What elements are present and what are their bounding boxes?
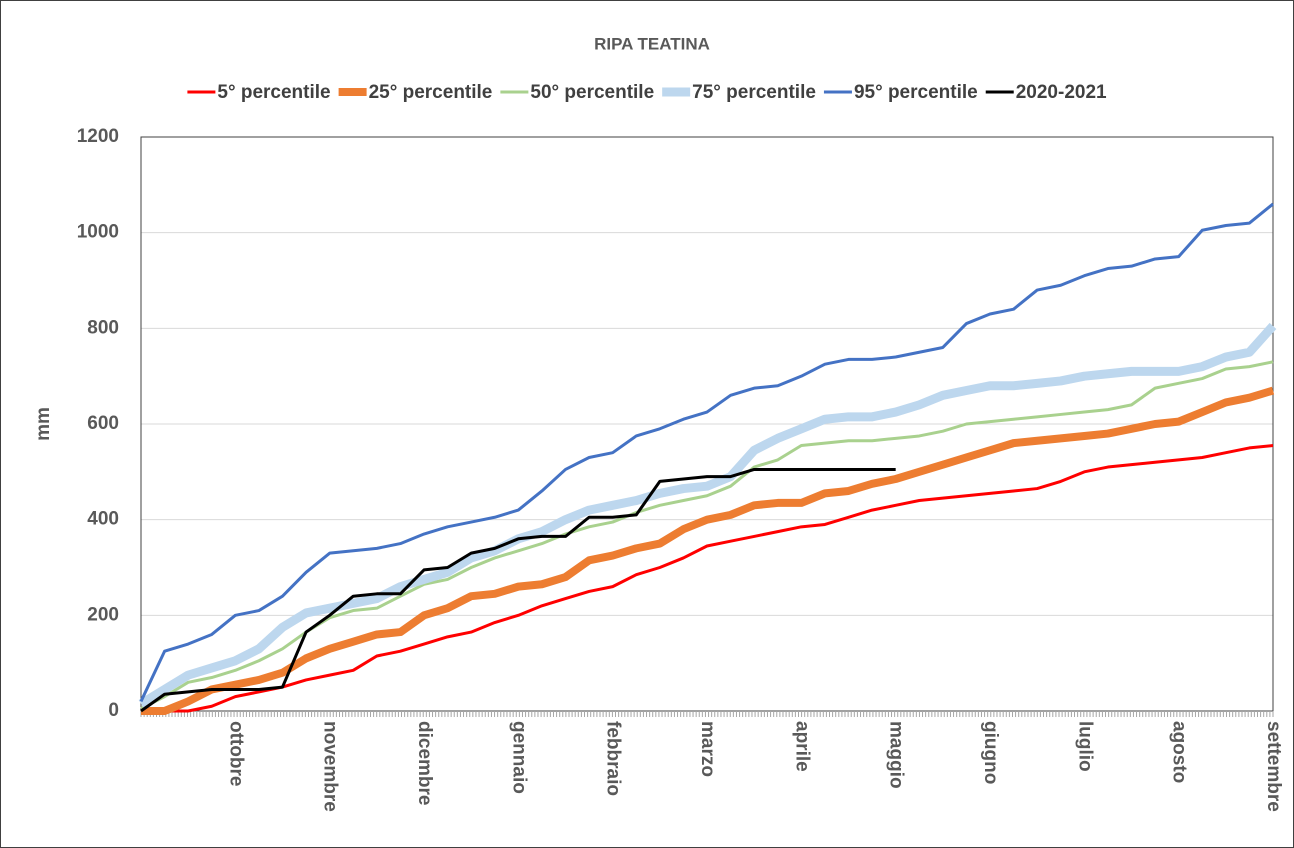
y-tick-label: 600 bbox=[87, 413, 119, 434]
x-tick-label: agosto bbox=[1169, 721, 1190, 783]
legend-item: 50° percentile bbox=[500, 82, 654, 103]
legend-item: 5° percentile bbox=[187, 82, 331, 103]
legend-item: 25° percentile bbox=[338, 82, 493, 103]
plot-border bbox=[140, 136, 1274, 712]
x-tick-label: marzo bbox=[697, 721, 718, 777]
x-tick-label: ottobre bbox=[225, 721, 246, 786]
series-line bbox=[138, 322, 1277, 708]
x-tick-label: maggio bbox=[886, 721, 907, 789]
y-tick-label: 1000 bbox=[77, 222, 119, 243]
y-tick-label: 200 bbox=[87, 604, 119, 625]
x-tick-label: novembre bbox=[320, 721, 341, 812]
x-tick-label: giugno bbox=[980, 721, 1001, 784]
x-tick-label: luglio bbox=[1074, 721, 1095, 772]
legend-label: 2020-2021 bbox=[1016, 82, 1107, 103]
legend-label: 95° percentile bbox=[854, 82, 978, 103]
legend-item: 95° percentile bbox=[823, 82, 978, 103]
series-line bbox=[141, 386, 1275, 715]
legend-item: 75° percentile bbox=[662, 82, 816, 103]
series-line bbox=[141, 444, 1274, 713]
y-tick-label: 800 bbox=[87, 317, 119, 338]
series-line bbox=[140, 360, 1274, 710]
x-tick-label: dicembre bbox=[414, 721, 435, 805]
legend: 5° percentile 25° percentile 50° percentil… bbox=[187, 82, 1107, 103]
y-tick-label: 1200 bbox=[77, 126, 119, 147]
y-tick-label: 400 bbox=[87, 509, 119, 530]
legend-item: 2020-2021 bbox=[985, 82, 1107, 103]
series-line bbox=[140, 467, 896, 713]
x-tick-label: settembre bbox=[1263, 721, 1284, 812]
y-tick-label: 0 bbox=[108, 700, 119, 721]
x-tick-label: aprile bbox=[791, 721, 812, 772]
legend-label: 75° percentile bbox=[692, 82, 816, 103]
series-line bbox=[139, 202, 1274, 703]
legend-label: 5° percentile bbox=[217, 82, 330, 103]
legend-label: 25° percentile bbox=[369, 82, 493, 103]
legend-label: 50° percentile bbox=[530, 82, 654, 103]
x-tick-label: gennaio bbox=[508, 721, 529, 794]
chart-title: RIPA TEATINA bbox=[594, 34, 710, 53]
y-axis-label: mm bbox=[33, 407, 54, 441]
x-tick-label: febbraio bbox=[603, 721, 624, 796]
